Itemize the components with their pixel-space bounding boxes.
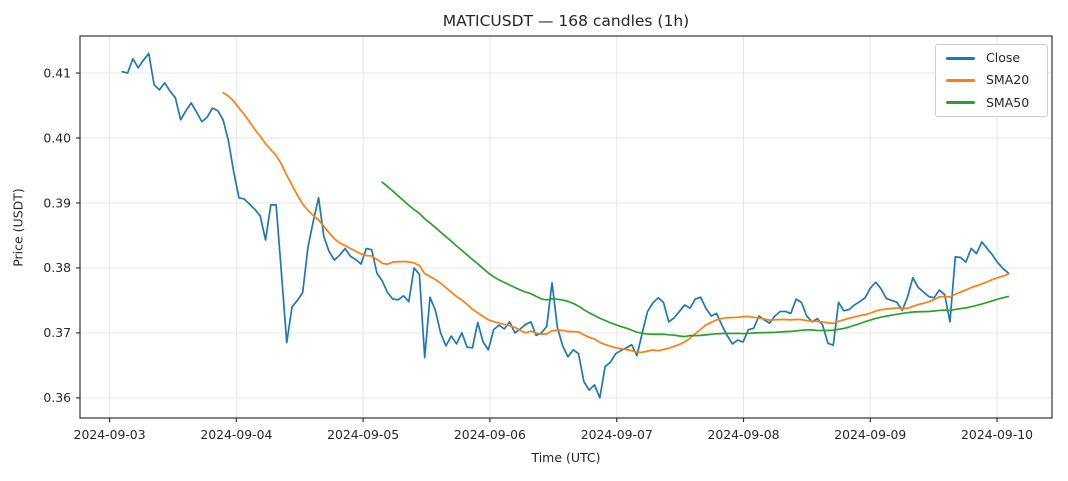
data-series-lines [121, 52, 1010, 399]
svg-text:2024-09-03: 2024-09-03 [74, 427, 146, 442]
svg-text:0.39: 0.39 [43, 195, 71, 210]
legend-item-sma20: SMA20 [946, 74, 1047, 87]
legend-item-sma50: SMA50 [946, 94, 1047, 110]
close-line-swatch [946, 56, 975, 60]
chart-legend: Close SMA20 SMA50 [935, 44, 1048, 117]
svg-text:2024-09-06: 2024-09-06 [454, 427, 526, 442]
axes-frame [79, 35, 1053, 419]
svg-text:0.36: 0.36 [43, 390, 71, 405]
svg-text:0.38: 0.38 [43, 260, 71, 275]
svg-text:2024-09-05: 2024-09-05 [327, 427, 399, 442]
legend-label-sma20: SMA20 [986, 72, 1030, 88]
svg-text:2024-09-10: 2024-09-10 [961, 427, 1033, 442]
y-axis-label: Price (USDT) [10, 188, 26, 267]
sma50-line-swatch [946, 101, 975, 105]
svg-text:2024-09-07: 2024-09-07 [581, 427, 653, 442]
grid-lines [80, 36, 1052, 418]
svg-text:0.37: 0.37 [43, 325, 71, 340]
svg-text:2024-09-04: 2024-09-04 [200, 427, 272, 442]
legend-label-close: Close [986, 49, 1021, 65]
svg-text:2024-09-09: 2024-09-09 [834, 427, 906, 442]
tick-marks-and-labels: 2024-09-03 2024-09-04 2024-09-05 2024-09-06… [43, 65, 1033, 442]
chart-title: MATICUSDT — 168 candles (1h) [442, 12, 690, 30]
x-axis-label: Time (UTC) [531, 450, 601, 465]
sma20-line-swatch [946, 78, 975, 82]
svg-text:0.40: 0.40 [43, 130, 71, 145]
legend-label-sma50: SMA50 [986, 94, 1030, 110]
svg-text:2024-09-08: 2024-09-08 [707, 427, 779, 442]
svg-text:0.41: 0.41 [43, 65, 71, 80]
legend-item-close: Close [946, 49, 1047, 65]
